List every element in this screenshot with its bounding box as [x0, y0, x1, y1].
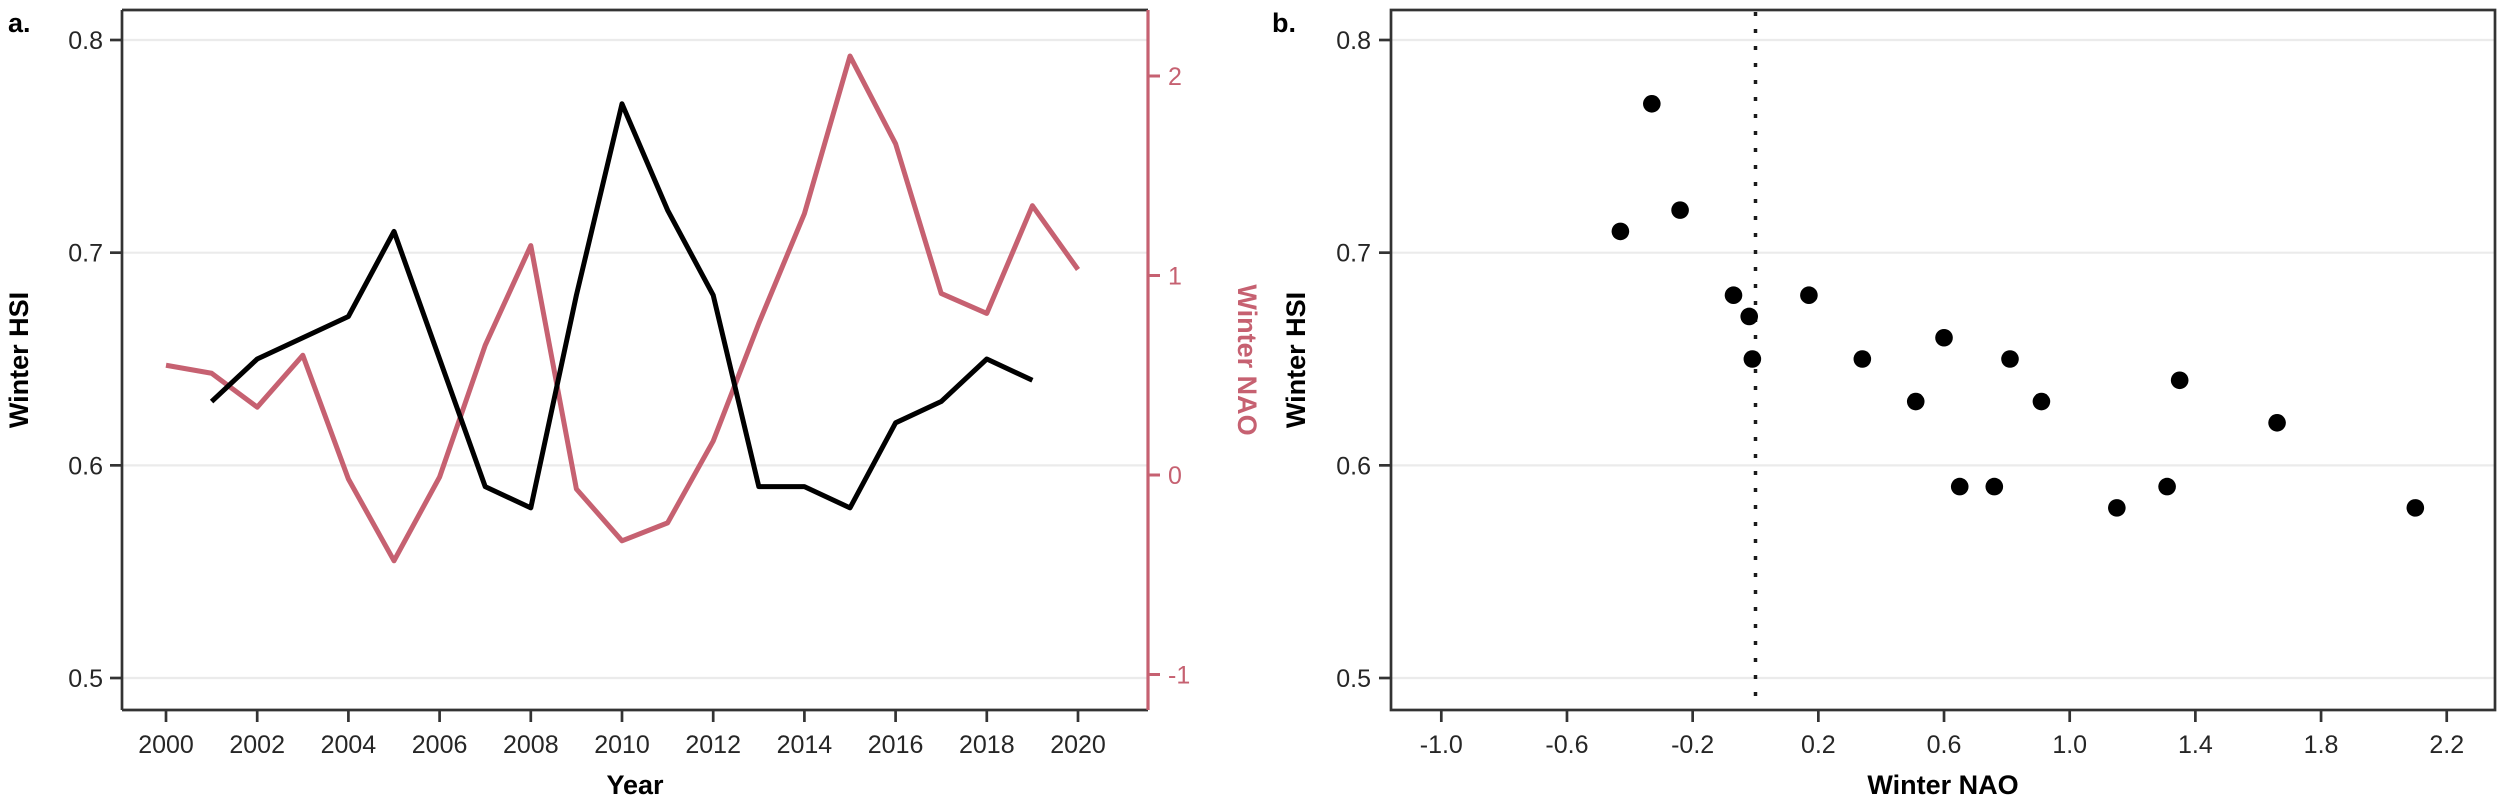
scatter-point	[1671, 201, 1689, 219]
x-tick-label: 2014	[777, 731, 833, 759]
x-tick-label: -1.0	[1420, 731, 1463, 759]
panel-b-gridlines	[1391, 38, 2495, 680]
panel-b-border	[1389, 8, 2497, 712]
scatter-point	[1935, 328, 1953, 347]
panel-a-x-axis-title: Year	[606, 770, 664, 800]
x-tick-label: 2020	[1050, 731, 1106, 759]
panel-b-points	[1611, 95, 2425, 517]
nao-line	[165, 53, 1081, 564]
scatter-point	[2108, 499, 2126, 517]
x-tick-label: 1.0	[2052, 731, 2087, 759]
panel-a: a. 0.5 0.6 0.7 0.8 2000 2002 2004 2006 2008 2010 2…	[4, 8, 1262, 800]
scatter-point	[1611, 222, 1630, 241]
panel-a-series	[165, 53, 1081, 564]
scatter-point	[1950, 477, 1969, 496]
x-tick-label: 2008	[503, 731, 559, 759]
right-tick-label: 0	[1168, 462, 1182, 490]
x-tick-label: 0.2	[1801, 731, 1836, 759]
scatter-point	[1800, 286, 1818, 305]
x-tick-label: 1.4	[2178, 731, 2213, 759]
y-tick-label: 0.5	[1336, 665, 1371, 693]
right-tick-label: 1	[1168, 263, 1182, 291]
left-tick-label: 0.5	[68, 665, 103, 693]
x-tick-label: -0.2	[1671, 731, 1714, 759]
scatter-point	[1853, 350, 1872, 368]
panel-a-frame	[120, 8, 1150, 712]
scatter-point	[1643, 95, 1661, 113]
y-tick-label: 0.7	[1336, 240, 1371, 268]
scatter-point	[2158, 477, 2176, 496]
x-tick-label: 0.6	[1927, 731, 1962, 759]
panel-b-x-axis-title: Winter NAO	[1867, 770, 2018, 800]
x-tick-label: 2000	[138, 731, 194, 759]
x-tick-label: 2.2	[2429, 731, 2464, 759]
panel-a-right-axis-title: Winter NAO	[1232, 284, 1262, 435]
x-tick-label: 2016	[868, 731, 924, 759]
x-tick-label: 2018	[959, 731, 1015, 759]
panel-b: b. 0.5 0.6 0.7 0.8 -1.0 -0.6 -0.2 0.2 0.6 1.0 1.4 1…	[1272, 8, 2497, 800]
x-tick-label: 1.8	[2304, 731, 2339, 759]
left-tick-label: 0.6	[68, 452, 103, 480]
scatter-point	[1985, 477, 2004, 496]
panel-b-y-axis-title: Winter HSI	[1281, 292, 1311, 428]
panel-a-left-axis-title: Winter HSI	[4, 292, 34, 428]
panel-a-letter: a.	[8, 8, 31, 38]
left-tick-label: 0.7	[68, 240, 103, 268]
scatter-point	[2032, 392, 2051, 411]
x-tick-label: -0.6	[1545, 731, 1588, 759]
right-tick-label: 2	[1168, 63, 1182, 91]
x-tick-label: 2006	[412, 731, 468, 759]
x-tick-label: 2002	[229, 731, 285, 759]
scatter-point	[2170, 371, 2189, 390]
panel-b-ticks: 0.5 0.6 0.7 0.8 -1.0 -0.6 -0.2 0.2 0.6 1.0 1.4 1.8 2…	[1336, 27, 2464, 759]
hsi-line	[209, 101, 1034, 511]
scatter-point	[1740, 307, 1759, 326]
scatter-point	[1724, 286, 1743, 305]
panel-b-letter: b.	[1272, 8, 1296, 38]
y-tick-label: 0.8	[1336, 27, 1371, 55]
scatter-point	[1743, 350, 1762, 368]
scatter-point	[1906, 392, 1925, 411]
panel-a-gridlines	[122, 38, 1148, 680]
right-tick-label: -1	[1168, 662, 1190, 690]
scatter-point	[2268, 414, 2286, 432]
left-tick-label: 0.8	[68, 27, 103, 55]
scatter-point	[2001, 350, 2019, 368]
x-tick-label: 2004	[321, 731, 377, 759]
panel-b-frame	[1389, 8, 2497, 712]
y-tick-label: 0.6	[1336, 452, 1371, 480]
scatter-point	[2406, 499, 2425, 517]
x-tick-label: 2010	[594, 731, 650, 759]
x-tick-label: 2012	[685, 731, 741, 759]
